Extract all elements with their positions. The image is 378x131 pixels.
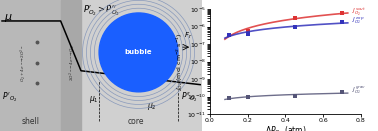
Text: $O_2+4e^-\!\rightarrow\!2O^{2-}$: $O_2+4e^-\!\rightarrow\!2O^{2-}$ [18,44,28,82]
Y-axis label: $J_{O_2}$ (mol cm$^{-2}$ s$^{-1}$): $J_{O_2}$ (mol cm$^{-2}$ s$^{-1}$) [175,32,185,91]
X-axis label: $\Delta P_{O_2}$ (atm): $\Delta P_{O_2}$ (atm) [265,125,306,131]
Text: $P''_{O_2}$: $P''_{O_2}$ [181,90,198,104]
Text: $P^{\prime}_{O_2} > P^{\prime\prime}_{O_2}$: $P^{\prime}_{O_2} > P^{\prime\prime}_{O_… [83,4,119,18]
Bar [60,0,81,131]
Text: $2O^{2-}\!-\!4e^-\!\rightarrow\!O_2$: $2O^{2-}\!-\!4e^-\!\rightarrow\!O_2$ [67,44,77,81]
Text: bubble: bubble [125,49,152,55]
Text: $\mu_1$: $\mu_1$ [89,94,99,105]
Text: $J^{exp}_{O_2}$: $J^{exp}_{O_2}$ [352,15,365,26]
Ellipse shape [99,13,178,92]
Text: $J^{grav}_{O_2}$: $J^{grav}_{O_2}$ [352,85,367,96]
Text: $J^{sout}_{O_2}$: $J^{sout}_{O_2}$ [352,7,367,18]
Text: $\mu$: $\mu$ [4,12,13,24]
Text: $P'_{O_2}$: $P'_{O_2}$ [2,90,17,104]
Text: $\mu_2$: $\mu_2$ [147,101,156,112]
Text: $F_r$: $F_r$ [184,30,192,41]
Text: shell: shell [21,117,39,126]
Bar [0,0,60,131]
Text: core: core [127,117,144,126]
